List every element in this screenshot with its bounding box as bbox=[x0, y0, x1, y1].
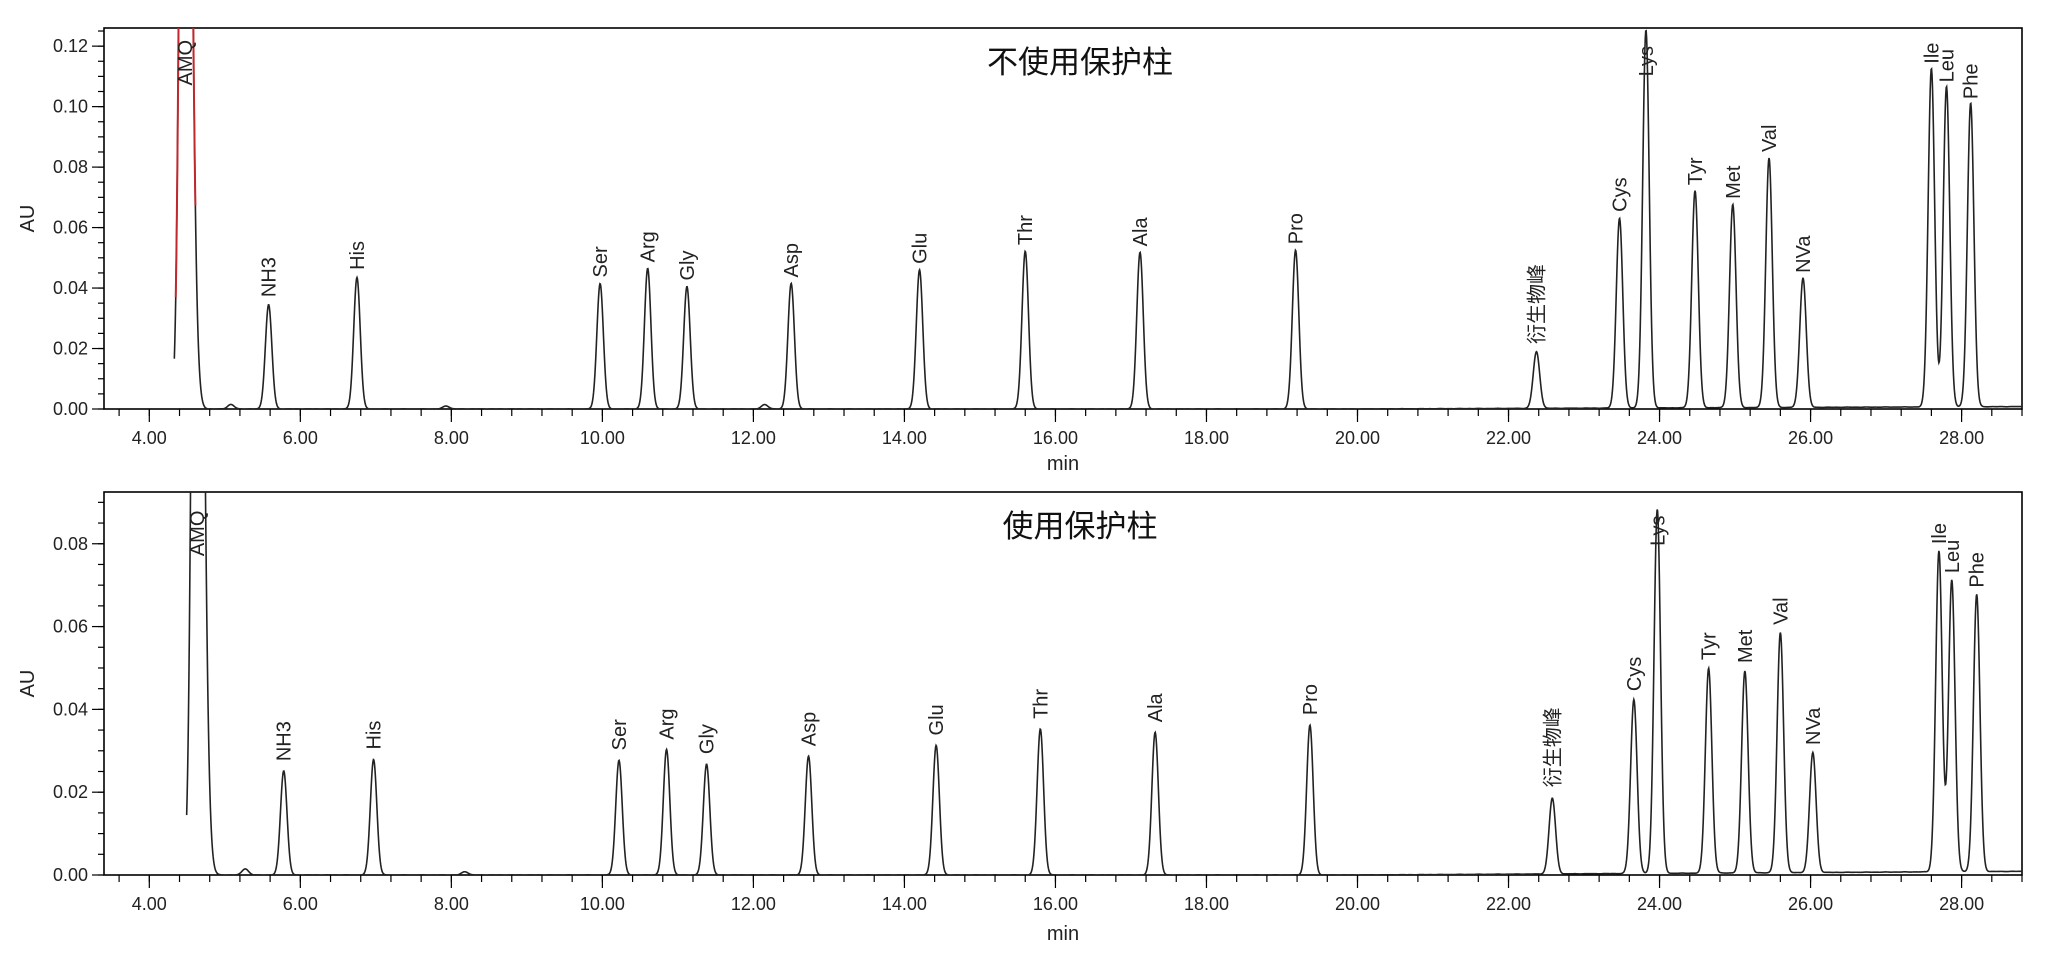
peak-label: Arg bbox=[638, 231, 660, 262]
x-tick-label: 12.00 bbox=[731, 894, 776, 914]
x-tick-label: 6.00 bbox=[283, 894, 318, 914]
peak-label: 衍生物峰 bbox=[1541, 707, 1564, 787]
y-tick-label: 0.12 bbox=[53, 36, 88, 56]
peak-label: Pro bbox=[1300, 684, 1322, 715]
peak-label: Tyr bbox=[1699, 632, 1721, 660]
peak-label: Val bbox=[1759, 125, 1781, 152]
chromatogram-trace bbox=[185, 492, 2022, 875]
peak-label: NH3 bbox=[259, 257, 281, 297]
x-tick-label: 6.00 bbox=[283, 428, 318, 448]
peak-label: Val bbox=[1770, 597, 1792, 624]
peak-label: Lys bbox=[1647, 515, 1669, 545]
x-tick-label: 14.00 bbox=[882, 894, 927, 914]
y-tick-label: 0.02 bbox=[53, 339, 88, 359]
x-tick-label: 10.00 bbox=[580, 894, 625, 914]
peak-label: Thr bbox=[1030, 689, 1052, 719]
peak-label: NVa bbox=[1793, 235, 1815, 273]
y-tick-label: 0.06 bbox=[53, 617, 88, 637]
x-tick-label: 24.00 bbox=[1637, 894, 1682, 914]
peak-label: Leu bbox=[1942, 540, 1964, 573]
x-tick-label: 20.00 bbox=[1335, 428, 1380, 448]
peak-label: Gly bbox=[697, 724, 719, 754]
y-tick-label: 0.00 bbox=[53, 865, 88, 885]
x-tick-label: 26.00 bbox=[1788, 428, 1833, 448]
x-tick-label: 10.00 bbox=[580, 428, 625, 448]
peak-label: Phe bbox=[1967, 552, 1989, 588]
x-tick-label: 18.00 bbox=[1184, 428, 1229, 448]
peak-label: Tyr bbox=[1685, 157, 1707, 185]
y-tick-label: 0.04 bbox=[53, 699, 88, 719]
y-tick-label: 0.08 bbox=[53, 534, 88, 554]
y-tick-label: 0.10 bbox=[53, 97, 88, 117]
y-tick-label: 0.00 bbox=[53, 399, 88, 419]
peak-label: Ile bbox=[1929, 523, 1951, 544]
x-tick-label: 18.00 bbox=[1184, 894, 1229, 914]
peak-label: Glu bbox=[910, 233, 932, 264]
peak-label: Ile bbox=[1921, 43, 1943, 64]
x-tick-label: 24.00 bbox=[1637, 428, 1682, 448]
peak-label: AMQ bbox=[187, 511, 209, 557]
peak-label: Asp bbox=[799, 712, 821, 746]
x-axis-label: min bbox=[1047, 923, 1079, 945]
x-tick-label: 28.00 bbox=[1939, 894, 1984, 914]
peak-label: Gly bbox=[677, 250, 699, 280]
panel-title: 使用保护柱 bbox=[1003, 509, 1158, 545]
peak-label: Arg bbox=[657, 708, 679, 739]
y-tick-label: 0.02 bbox=[53, 782, 88, 802]
peak-label: Lys bbox=[1636, 46, 1658, 76]
y-tick-label: 0.06 bbox=[53, 218, 88, 238]
chromatogram-trace bbox=[173, 28, 2022, 409]
x-tick-label: 8.00 bbox=[434, 894, 469, 914]
peak-label: Glu bbox=[926, 704, 948, 735]
x-tick-label: 12.00 bbox=[731, 428, 776, 448]
x-tick-label: 26.00 bbox=[1788, 894, 1833, 914]
x-tick-label: 14.00 bbox=[882, 428, 927, 448]
chromatogram-panel-1: 4.00 6.00 8.00 10.00 12.00 14.00 16.00 18.00 20.… bbox=[17, 27, 2023, 475]
x-tick-label: 16.00 bbox=[1033, 894, 1078, 914]
panel-title: 不使用保护柱 bbox=[987, 45, 1173, 81]
x-tick-label: 22.00 bbox=[1486, 428, 1531, 448]
peak-label: 衍生物峰 bbox=[1525, 264, 1548, 344]
plot-frame bbox=[103, 491, 2023, 876]
peak-label: Met bbox=[1723, 165, 1745, 199]
y-tick-label: 0.08 bbox=[53, 157, 88, 177]
peak-label: Thr bbox=[1015, 215, 1037, 245]
peak-label: Ser bbox=[609, 719, 631, 750]
peak-label: Asp bbox=[781, 243, 803, 277]
peak-label: Pro bbox=[1286, 213, 1308, 244]
x-tick-label: 4.00 bbox=[132, 894, 167, 914]
y-axis-label: AU bbox=[17, 670, 39, 698]
peak-label: AMQ bbox=[175, 40, 197, 86]
x-tick-label: 22.00 bbox=[1486, 894, 1531, 914]
peak-label: Cys bbox=[1610, 177, 1632, 211]
x-tick-label: 28.00 bbox=[1939, 428, 1984, 448]
x-tick-label: 16.00 bbox=[1033, 428, 1078, 448]
peak-label: Leu bbox=[1936, 49, 1958, 82]
x-axis-label: min bbox=[1047, 453, 1079, 475]
peak-label: His bbox=[347, 241, 369, 270]
peak-label: Ala bbox=[1145, 692, 1167, 722]
peak-label: Ser bbox=[590, 246, 612, 277]
peak-label: Phe bbox=[1961, 63, 1983, 99]
x-tick-label: 20.00 bbox=[1335, 894, 1380, 914]
chromatogram-panel-2: 4.00 6.00 8.00 10.00 12.00 14.00 16.00 18.00 20.… bbox=[17, 491, 2023, 945]
y-axis-label: AU bbox=[17, 205, 39, 233]
peak-label: NVa bbox=[1803, 707, 1825, 745]
peak-label: His bbox=[364, 721, 386, 750]
peak-label: Met bbox=[1735, 629, 1757, 663]
x-tick-label: 4.00 bbox=[132, 428, 167, 448]
y-tick-label: 0.04 bbox=[53, 278, 88, 298]
peak-label: Cys bbox=[1624, 657, 1646, 691]
peak-label: NH3 bbox=[274, 721, 296, 761]
x-tick-label: 8.00 bbox=[434, 428, 469, 448]
peak-label: Ala bbox=[1130, 217, 1152, 247]
